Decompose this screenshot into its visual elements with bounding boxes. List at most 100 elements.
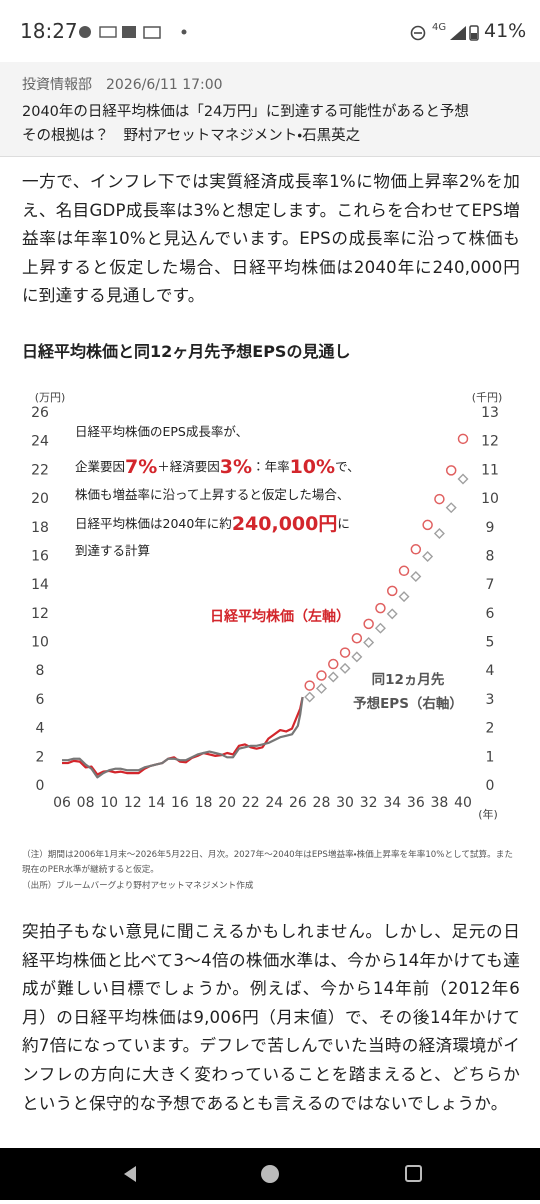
x-tick-label: 12 bbox=[124, 795, 142, 811]
annotation-run: 企業要因 bbox=[75, 459, 125, 474]
y2-tick-label: 8 bbox=[486, 548, 495, 564]
article-title: 2040年の日経平均株価は「24万円」に到達する可能性があると予想 bbox=[22, 104, 469, 120]
y2-tick-label: 6 bbox=[486, 606, 495, 622]
y2-tick-label: 3 bbox=[486, 692, 495, 708]
annotation-run: で、 bbox=[335, 459, 360, 474]
network-label: 4G bbox=[432, 22, 447, 33]
forecast-point bbox=[434, 493, 445, 505]
forecast-point bbox=[375, 602, 386, 614]
annotation-run: ＋経済要因 bbox=[157, 459, 220, 474]
paragraph: 一方で、インフレ下では実質経済成長率1%に物価上昇率2%を加え、名目GDP成長率… bbox=[22, 172, 520, 306]
forecast-point bbox=[457, 473, 469, 485]
x-tick-label: 20 bbox=[218, 795, 236, 811]
x-tick-label: 40 bbox=[454, 795, 472, 811]
forecast-point bbox=[398, 591, 410, 603]
forecast-point bbox=[351, 651, 363, 663]
forecast-point bbox=[363, 618, 374, 630]
forecast-point bbox=[410, 571, 422, 583]
y-tick-label: 12 bbox=[31, 606, 49, 622]
annotation-run: 7% bbox=[125, 456, 157, 478]
y2-tick-label: 7 bbox=[486, 577, 495, 593]
y-tick-label: 26 bbox=[31, 405, 49, 421]
y2-tick-label: 10 bbox=[481, 491, 499, 507]
y-tick-label: 6 bbox=[36, 692, 45, 708]
forecast-point bbox=[410, 544, 422, 555]
x-tick-label: 32 bbox=[360, 795, 378, 811]
annotation-run: 日経平均株価は2040年に約 bbox=[75, 516, 232, 531]
x-tick-label: 16 bbox=[171, 795, 189, 811]
y-tick-label: 24 bbox=[31, 434, 49, 450]
y2-axis-unit: (千円) bbox=[472, 391, 503, 404]
forecast-point bbox=[422, 519, 433, 531]
y2-tick-label: 5 bbox=[486, 635, 495, 651]
y2-tick-label: 9 bbox=[486, 520, 495, 536]
y2-tick-label: 12 bbox=[481, 434, 499, 450]
forecast-point bbox=[304, 680, 315, 691]
annotation-run: ：年率 bbox=[252, 459, 290, 474]
annotation: 日経平均株価は2040年に約240,000円に bbox=[75, 513, 350, 535]
x-tick-label: 18 bbox=[195, 795, 213, 811]
annotation-run: 株価も増益率に沿って上昇すると仮定した場合、 bbox=[75, 487, 349, 502]
x-tick-label: 28 bbox=[313, 795, 331, 811]
y-tick-label: 20 bbox=[31, 491, 49, 507]
x-tick-label: 14 bbox=[147, 795, 165, 811]
y-axis-unit: (万円) bbox=[35, 391, 66, 404]
x-tick-label: 06 bbox=[53, 795, 71, 811]
y-tick-label: 10 bbox=[31, 635, 49, 651]
annotation: 到達する計算 bbox=[75, 543, 150, 558]
x-tick-label: 30 bbox=[336, 795, 354, 811]
series-label: 同12ヵ月先 予想EPS（右軸） bbox=[353, 672, 463, 712]
back-button[interactable] bbox=[124, 1166, 136, 1182]
y-tick-label: 16 bbox=[31, 548, 49, 564]
annotation: 日経平均株価のEPS成長率が、 bbox=[75, 424, 248, 439]
x-tick-label: 22 bbox=[242, 795, 260, 811]
chart: (万円) (千円)(年)02468101214161820222426012345… bbox=[31, 391, 503, 821]
forecast-point bbox=[445, 502, 457, 514]
x-axis-unit: (年) bbox=[478, 807, 498, 821]
y-tick-label: 14 bbox=[31, 577, 49, 593]
forecast-point bbox=[339, 662, 351, 674]
recents-button[interactable] bbox=[405, 1165, 422, 1182]
annotation-run: 日経平均株価のEPS成長率が、 bbox=[75, 424, 248, 439]
x-tick-label: 38 bbox=[430, 795, 448, 811]
forecast-point bbox=[351, 632, 363, 644]
chart-note: （出所）ブルームバーグより野村アセットマネジメント作成 bbox=[22, 881, 254, 891]
annotation: 株価も増益率に沿って上昇すると仮定した場合、 bbox=[75, 487, 349, 502]
navigation-bar bbox=[0, 1148, 540, 1200]
series-line bbox=[62, 696, 304, 779]
forecast-point bbox=[386, 608, 398, 620]
battery-level: 41% bbox=[484, 20, 527, 42]
y2-tick-label: 2 bbox=[486, 721, 495, 737]
y-tick-label: 2 bbox=[36, 749, 45, 765]
system-icons bbox=[410, 25, 479, 41]
chart-heading: 日経平均株価と同12ヶ月先予想EPSの見通し bbox=[22, 342, 351, 361]
annotation-run: 到達する計算 bbox=[75, 543, 150, 558]
x-tick-label: 10 bbox=[100, 795, 118, 811]
x-tick-label: 08 bbox=[77, 795, 95, 811]
y-tick-label: 4 bbox=[36, 721, 45, 737]
annotation: 企業要因7%＋経済要因3%：年率10%で、 bbox=[75, 456, 360, 478]
x-tick-label: 36 bbox=[407, 795, 425, 811]
forecast-point bbox=[398, 565, 410, 577]
y2-tick-label: 4 bbox=[486, 663, 495, 679]
forecast-point bbox=[445, 465, 457, 476]
forecast-point bbox=[422, 550, 434, 562]
paragraph: 突拍子もない意見に聞こえるかもしれません。しかし、足元の日経平均株価と比べて3～… bbox=[22, 922, 520, 1113]
y-tick-label: 8 bbox=[36, 663, 45, 679]
nav-icons bbox=[124, 1165, 422, 1183]
y-tick-label: 22 bbox=[31, 462, 49, 478]
x-tick-label: 34 bbox=[383, 795, 401, 811]
y2-tick-label: 1 bbox=[486, 749, 495, 765]
annotation-run: 240,000円 bbox=[232, 513, 338, 535]
home-button[interactable] bbox=[261, 1165, 279, 1183]
forecast-point bbox=[433, 528, 445, 539]
x-tick-label: 26 bbox=[289, 795, 307, 811]
y-tick-label: 18 bbox=[31, 520, 49, 536]
annotation-run: 10% bbox=[290, 456, 335, 478]
byline: 投資情報部 2026/6/11 17:00 bbox=[22, 77, 223, 93]
article-header: 投資情報部 2026/6/11 17:00 2040年の日経平均株価は「24万円… bbox=[0, 62, 540, 157]
status-bar: 18:27 4G 41% bbox=[0, 0, 540, 62]
forecast-point bbox=[328, 658, 339, 670]
series-line bbox=[62, 696, 304, 776]
